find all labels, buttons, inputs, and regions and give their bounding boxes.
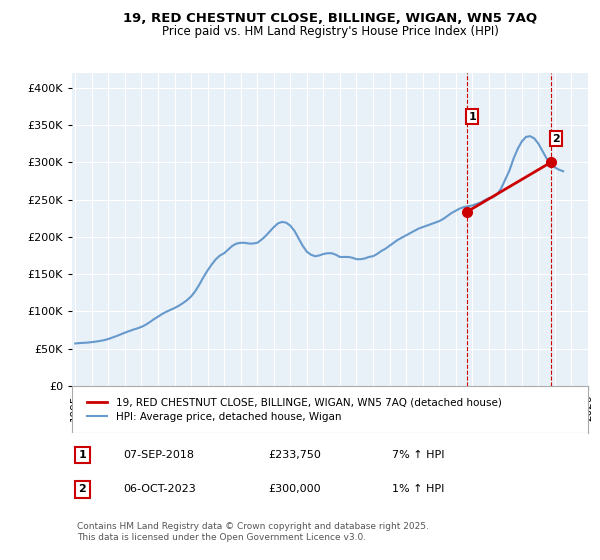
Text: 1: 1: [468, 111, 476, 122]
Text: Price paid vs. HM Land Registry's House Price Index (HPI): Price paid vs. HM Land Registry's House …: [161, 25, 499, 38]
Text: 2: 2: [552, 134, 560, 143]
Text: £233,750: £233,750: [268, 450, 321, 460]
Text: £300,000: £300,000: [268, 484, 321, 494]
Text: 7% ↑ HPI: 7% ↑ HPI: [392, 450, 445, 460]
Legend: 19, RED CHESTNUT CLOSE, BILLINGE, WIGAN, WN5 7AQ (detached house), HPI: Average : 19, RED CHESTNUT CLOSE, BILLINGE, WIGAN,…: [82, 393, 506, 426]
Text: 19, RED CHESTNUT CLOSE, BILLINGE, WIGAN, WN5 7AQ: 19, RED CHESTNUT CLOSE, BILLINGE, WIGAN,…: [123, 12, 537, 25]
Text: 1: 1: [79, 450, 86, 460]
Text: Contains HM Land Registry data © Crown copyright and database right 2025.
This d: Contains HM Land Registry data © Crown c…: [77, 522, 429, 542]
Text: 1% ↑ HPI: 1% ↑ HPI: [392, 484, 444, 494]
Text: 07-SEP-2018: 07-SEP-2018: [124, 450, 194, 460]
Text: 2: 2: [79, 484, 86, 494]
Text: 06-OCT-2023: 06-OCT-2023: [124, 484, 196, 494]
